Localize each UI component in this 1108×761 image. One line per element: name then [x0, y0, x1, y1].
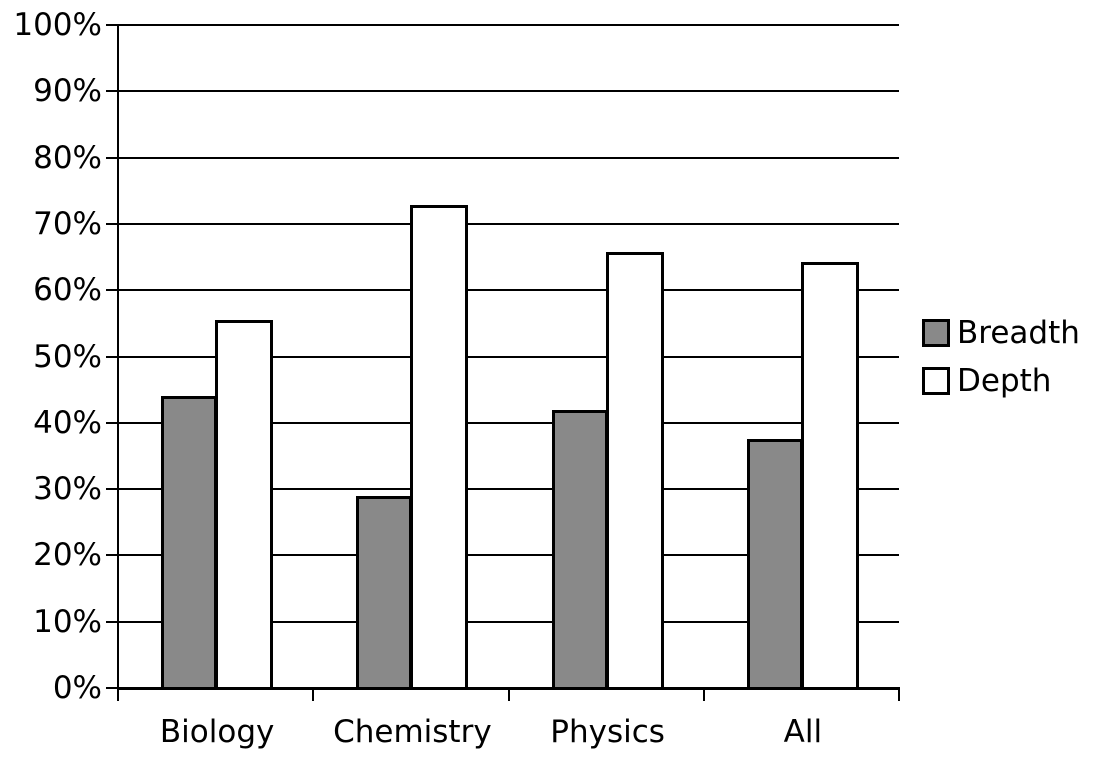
gridline-30: [106, 488, 899, 491]
bar-depth-physics: [605, 251, 664, 688]
y-axis-label-20: 20%: [33, 537, 102, 574]
y-axis-label-50: 50%: [33, 338, 102, 375]
gridline-60: [106, 289, 899, 292]
y-axis-label-60: 60%: [33, 272, 102, 309]
legend-label-breadth: Breadth: [957, 315, 1080, 351]
gridline-70: [106, 222, 899, 225]
gridline-40: [106, 421, 899, 424]
gridline-90: [106, 90, 899, 93]
bar-breadth-biology: [161, 396, 218, 688]
y-axis-label-80: 80%: [33, 139, 102, 176]
legend-swatch-depth: [922, 367, 950, 395]
y-axis-label-10: 10%: [33, 603, 102, 640]
y-axis-label-0: 0%: [52, 670, 102, 706]
x-axis-label-all: All: [783, 714, 823, 750]
x-axis-tick: [507, 687, 510, 701]
bar-depth-biology: [215, 320, 274, 688]
y-axis-label-90: 90%: [33, 73, 102, 110]
legend-swatch-breadth: [922, 319, 950, 347]
x-axis-label-physics: Physics: [550, 714, 665, 750]
x-axis-tick: [898, 687, 900, 701]
bar-breadth-physics: [551, 409, 608, 688]
gridline-20: [106, 554, 899, 557]
gridline-80: [106, 156, 899, 159]
y-axis-label-70: 70%: [33, 205, 102, 242]
gridline-50: [106, 355, 899, 358]
y-axis: [117, 25, 119, 700]
legend-item-depth: Depth: [922, 363, 1080, 399]
gridline-100: [106, 24, 899, 26]
legend-label-depth: Depth: [957, 363, 1052, 399]
x-axis-tick: [312, 687, 315, 701]
x-axis-label-chemistry: Chemistry: [333, 714, 492, 750]
x-axis-tick: [702, 687, 705, 701]
x-axis-tick: [117, 687, 119, 701]
bar-depth-all: [800, 261, 859, 688]
legend-item-breadth: Breadth: [922, 315, 1080, 351]
gridline-10: [106, 620, 899, 623]
y-axis-label-100: 100%: [13, 7, 102, 43]
y-axis-label-30: 30%: [33, 471, 102, 508]
y-axis-label-40: 40%: [33, 404, 102, 441]
bar-depth-chemistry: [410, 205, 469, 688]
legend: Breadth Depth: [922, 315, 1080, 399]
x-axis-label-biology: Biology: [159, 714, 275, 750]
bar-breadth-all: [746, 439, 803, 688]
bar-breadth-chemistry: [356, 495, 413, 688]
